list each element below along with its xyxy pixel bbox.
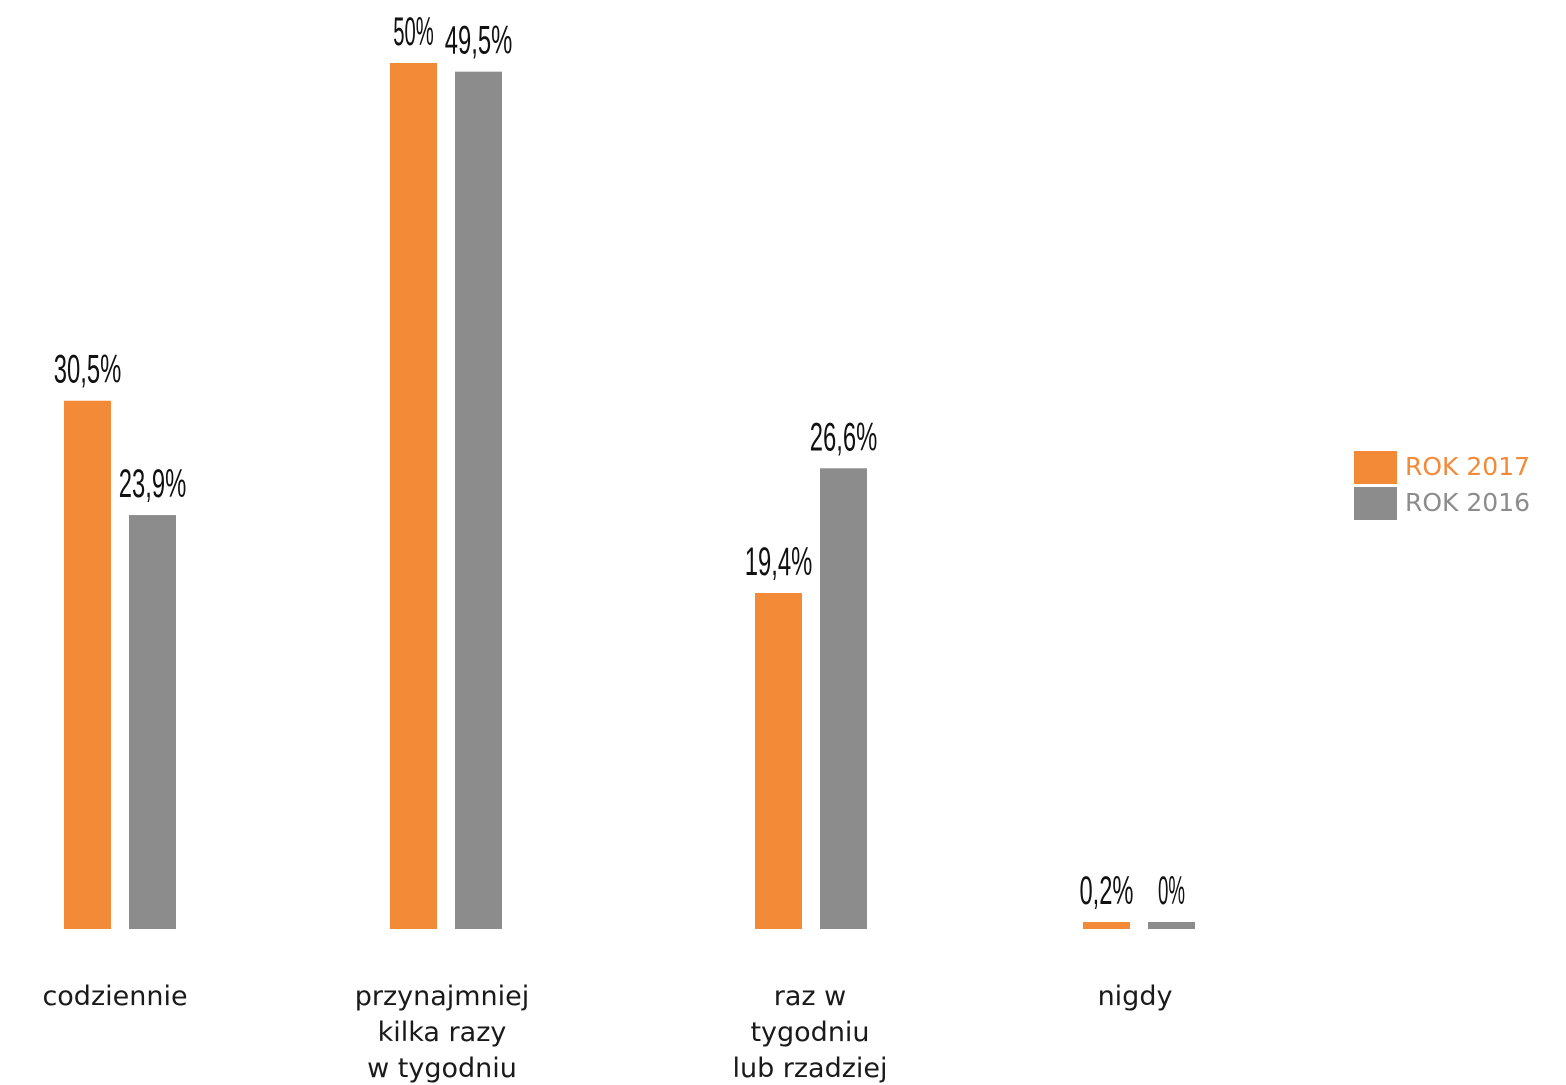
category-label-2-line0: raz w [774,981,846,1012]
bar-series1-cat1 [455,71,502,929]
bar-series1-cat0 [129,515,176,929]
value-label-series0-cat0: 30,5% [54,348,122,392]
value-label-series0-cat3: 0,2% [1080,869,1134,913]
legend-swatch-2017 [1354,450,1397,484]
legend-item-2016: ROK 2016 [1354,485,1530,521]
legend: ROK 2017 ROK 2016 [1354,449,1530,521]
value-label-series1-cat1: 49,5% [445,19,513,63]
category-label-3-line0: nigdy [1098,981,1173,1012]
category-label-1-line2: w tygodniu [367,1053,517,1084]
category-label-1-line0: przynajmniej [355,981,530,1012]
value-label-series1-cat0: 23,9% [119,462,187,506]
legend-label-2017: ROK 2017 [1405,452,1531,481]
legend-label-2016: ROK 2016 [1405,488,1531,517]
category-label-2-line1: tygodniu [750,1017,869,1048]
category-label-1-line1: kilka razy [378,1017,507,1048]
category-label-0-line0: codziennie [42,981,187,1012]
category-label-2-line2: lub rzadziej [732,1053,887,1084]
bar-series1-cat3 [1148,922,1195,929]
bar-series0-cat0 [64,400,111,929]
bar-series0-cat3 [1083,922,1130,929]
bar-series0-cat1 [390,63,437,929]
value-label-series1-cat3: 0% [1158,869,1185,913]
bar-series1-cat2 [820,468,867,929]
legend-swatch-2016 [1354,486,1397,520]
value-label-series0-cat1: 50% [393,10,434,54]
bars-group [64,63,1195,929]
value-label-series0-cat2: 19,4% [745,540,813,584]
value-labels-group: 30,5% 50% 19,4% 0,2% 23,9% 49,5% 26,6% 0% [54,10,1185,913]
category-labels-group: codziennie przynajmniej kilka razy w tygodn… [42,981,1172,1084]
value-label-series1-cat2: 26,6% [810,415,878,459]
legend-item-2017: ROK 2017 [1354,449,1530,485]
bar-series0-cat2 [755,592,802,929]
